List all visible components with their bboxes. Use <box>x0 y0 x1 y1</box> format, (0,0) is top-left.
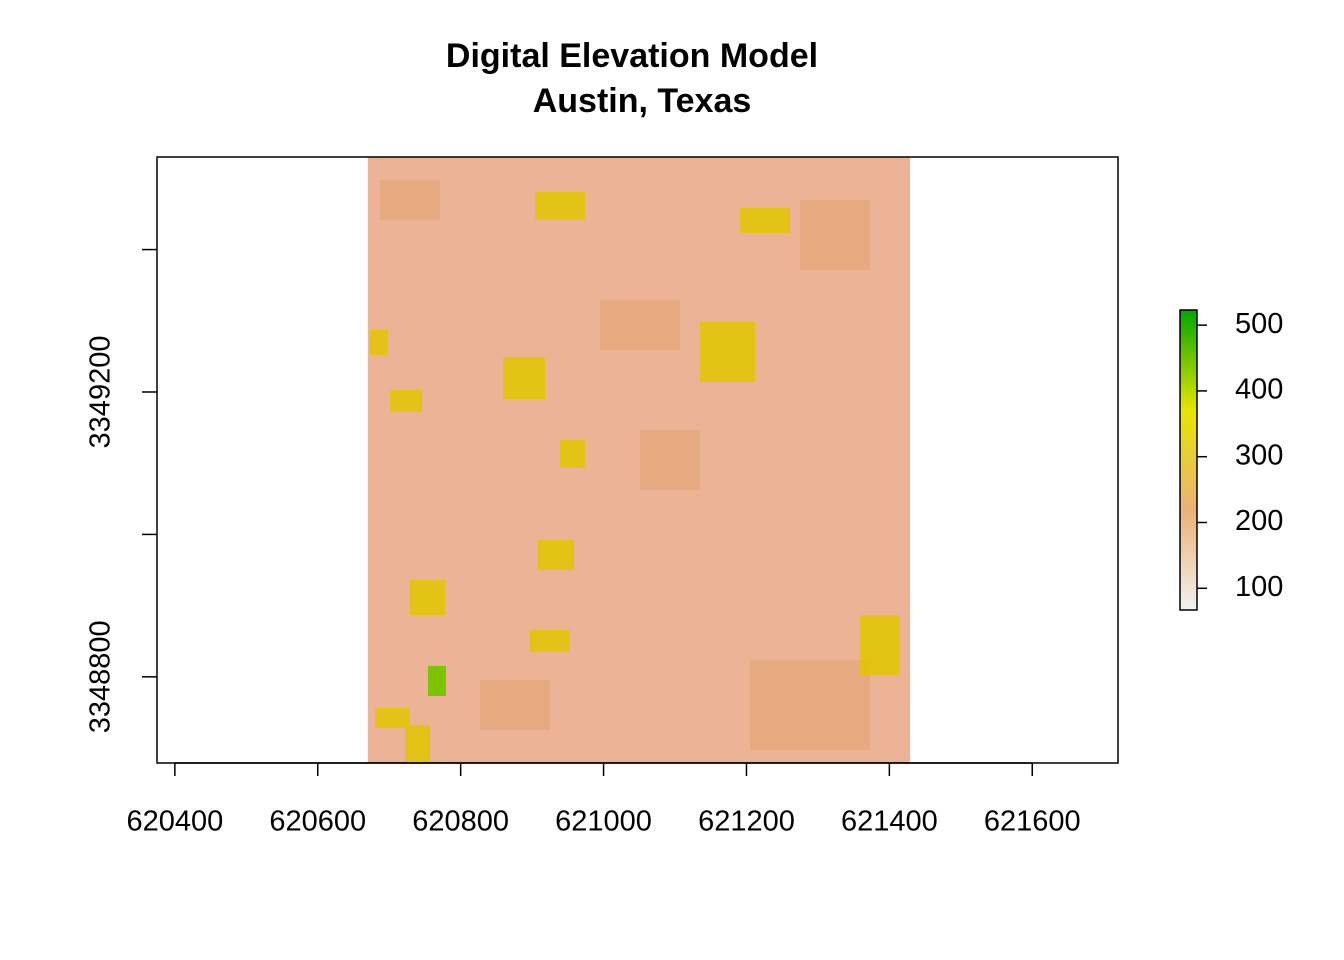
raster-texture <box>370 180 900 763</box>
patch <box>503 357 545 399</box>
patch <box>405 725 430 763</box>
colorbar-tick-label: 200 <box>1235 505 1283 537</box>
colorbar-tick-label: 400 <box>1235 374 1283 406</box>
patch <box>750 660 870 750</box>
patch <box>480 680 550 730</box>
patch <box>800 200 870 270</box>
patch <box>740 208 790 233</box>
patch <box>390 390 422 412</box>
patch <box>560 440 585 468</box>
chart-subtitle: Austin, Texas <box>533 82 752 120</box>
y-tick-label: 3348800 <box>85 620 117 733</box>
patch <box>640 430 700 490</box>
x-tick-label: 621400 <box>841 806 938 838</box>
patch <box>370 330 388 355</box>
x-tick-label: 621600 <box>984 806 1081 838</box>
tall-building-patches <box>370 192 900 763</box>
patch <box>375 708 410 728</box>
colorbar-tick-label: 100 <box>1235 571 1283 603</box>
x-tick-label: 620800 <box>412 806 509 838</box>
x-tick-label: 621200 <box>698 806 795 838</box>
y-tick-label: 3349200 <box>85 336 117 449</box>
patch <box>700 322 755 382</box>
patch <box>600 300 680 350</box>
patch <box>428 666 446 696</box>
patch <box>538 540 574 570</box>
colorbar <box>1179 309 1198 611</box>
patch <box>535 192 585 220</box>
chart-title: Digital Elevation Model <box>446 37 818 75</box>
colorbar-tick-label: 300 <box>1235 439 1283 471</box>
x-tick-label: 620600 <box>269 806 366 838</box>
x-tick-label: 620400 <box>126 806 223 838</box>
colorbar-tick-label: 500 <box>1235 308 1283 340</box>
patch <box>530 630 570 652</box>
patch <box>410 580 445 615</box>
building-patches <box>380 180 870 750</box>
patch <box>860 615 900 675</box>
patch <box>380 180 440 220</box>
x-tick-label: 621000 <box>555 806 652 838</box>
